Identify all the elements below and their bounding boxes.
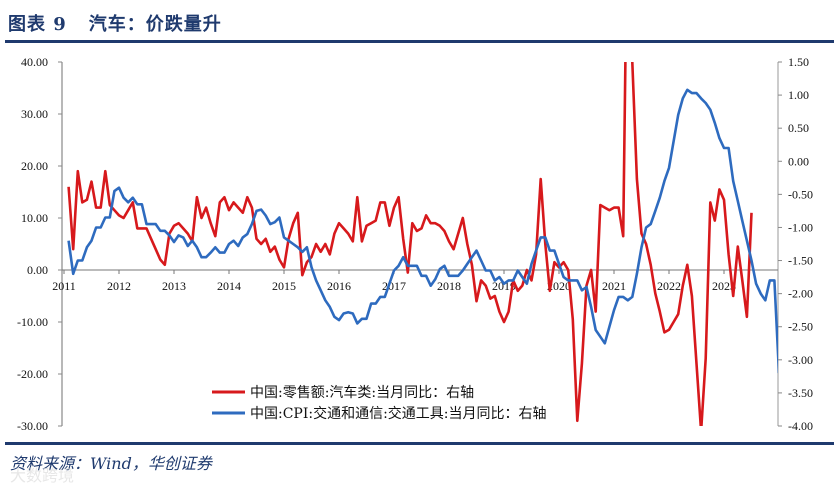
right-tick-label: -4.00 xyxy=(788,419,813,433)
right-tick-label: -2.50 xyxy=(788,320,813,334)
right-y-axis: 1.50 1.00 0.50 0.00 -0.50 -1.00 -1.50 -2.00 -2.5… xyxy=(777,55,813,433)
x-tick-label: 2020 xyxy=(547,279,571,293)
right-tick-label: 1.50 xyxy=(788,55,809,69)
right-tick-label: -2.00 xyxy=(788,287,813,301)
auto-retail-sales-line xyxy=(67,62,753,426)
legend-label: 中国:CPI:交通和通信:交通工具:当月同比：右轴 xyxy=(250,405,547,422)
x-tick-label: 2023 xyxy=(712,279,736,293)
x-tick-label: 2014 xyxy=(217,279,241,293)
left-tick-label: 0.00 xyxy=(27,263,48,277)
right-tick-label: 0.00 xyxy=(788,154,809,168)
x-tick-label: 2015 xyxy=(272,279,296,293)
right-tick-label: -3.50 xyxy=(788,386,813,400)
left-tick-label: -20.00 xyxy=(17,367,48,381)
title-underline xyxy=(5,40,834,43)
left-y-axis: 40.00 30.00 20.00 10.00 0.00 -10.00 -20.00 -30.… xyxy=(17,55,63,433)
x-tick-label: 2018 xyxy=(437,279,461,293)
legend: 中国:零售额:汽车类:当月同比：右轴中国:CPI:交通和通信:交通工具:当月同比… xyxy=(212,384,547,422)
left-tick-label: 10.00 xyxy=(21,211,48,225)
left-tick-label: -30.00 xyxy=(17,419,48,433)
dual-axis-line-chart: 40.00 30.00 20.00 10.00 0.00 -10.00 -20.00 -30.… xyxy=(17,55,813,433)
x-axis: 2011 2012 2013 2014 2015 2016 2017 2018 2019 2020… xyxy=(52,269,778,293)
footer-rule xyxy=(5,442,834,445)
x-tick-label: 2013 xyxy=(162,279,186,293)
watermark: 大数跨境 xyxy=(10,466,75,485)
left-tick-label: 20.00 xyxy=(21,159,48,173)
source-note: 资料来源：Wind，华创证券 xyxy=(10,454,212,473)
x-tick-label: 2011 xyxy=(52,279,76,293)
right-tick-label: -1.50 xyxy=(788,254,813,268)
legend-label: 中国:零售额:汽车类:当月同比：右轴 xyxy=(250,384,474,401)
x-tick-label: 2022 xyxy=(657,279,681,293)
right-tick-label: -1.00 xyxy=(788,220,813,234)
x-tick-label: 2012 xyxy=(107,279,131,293)
left-tick-label: 30.00 xyxy=(21,107,48,121)
figure-number: 图表 9 xyxy=(8,14,67,35)
x-tick-label: 2021 xyxy=(602,279,626,293)
x-tick-label: 2019 xyxy=(492,279,516,293)
series-lines xyxy=(67,62,778,426)
right-tick-label: -3.00 xyxy=(788,353,813,367)
right-tick-label: -0.50 xyxy=(788,187,813,201)
x-tick-label: 2016 xyxy=(327,279,351,293)
vehicle-cpi-line xyxy=(67,88,778,374)
figure-title: 汽车：价跌量升 xyxy=(88,14,222,35)
left-tick-label: 40.00 xyxy=(21,55,48,69)
left-tick-label: -10.00 xyxy=(17,315,48,329)
chart-title: 图表 9 汽车：价跌量升 xyxy=(8,10,222,36)
right-tick-label: 0.50 xyxy=(788,121,809,135)
right-tick-label: 1.00 xyxy=(788,88,809,102)
